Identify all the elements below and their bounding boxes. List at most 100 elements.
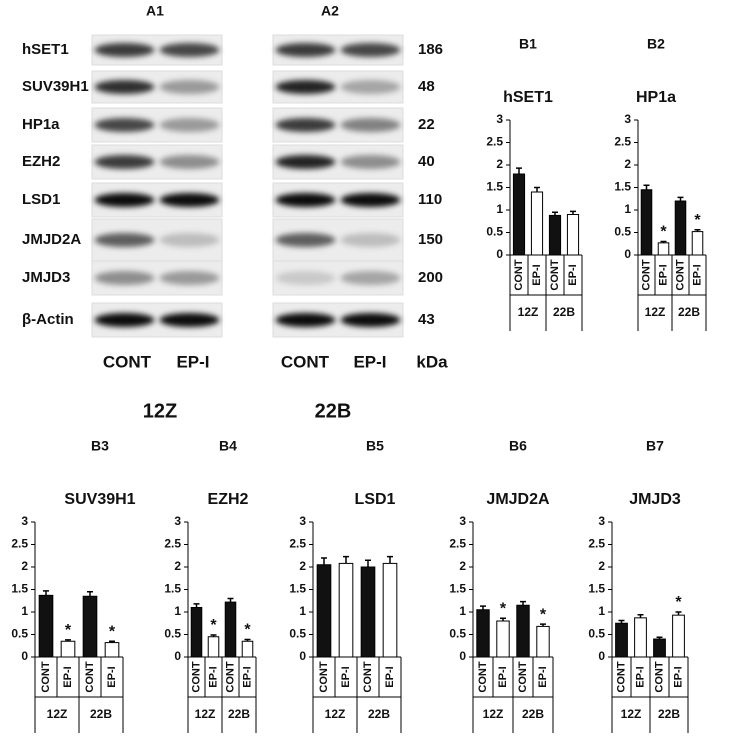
- bar: [82, 595, 98, 658]
- bar: [536, 625, 550, 658]
- y-tick-label: 2.5: [164, 537, 181, 551]
- blot-band: [275, 155, 336, 169]
- panel-label: A1: [146, 3, 164, 19]
- panel-label: B2: [647, 36, 665, 52]
- bar: [615, 622, 628, 658]
- y-tick-label: 3: [21, 514, 28, 528]
- error-bar: [387, 555, 393, 564]
- error-bar: [656, 636, 663, 639]
- panel-label: B4: [219, 438, 237, 454]
- y-tick-label: 0.5: [11, 627, 28, 641]
- group-label: 22B: [522, 707, 544, 721]
- y-tick-label: 0.5: [289, 627, 306, 641]
- bar: [530, 191, 544, 256]
- significance-mark: *: [675, 594, 682, 611]
- group-label: 12Z: [47, 707, 68, 721]
- blot-band: [275, 271, 336, 285]
- y-tick-label: 0: [21, 649, 28, 663]
- bar: [38, 594, 54, 658]
- panel-label: A2: [321, 3, 339, 19]
- category-label: EP-I: [567, 264, 579, 285]
- y-tick-label: 1.5: [449, 582, 466, 596]
- bar: [382, 562, 398, 658]
- y-tick-label: 1.5: [614, 180, 631, 194]
- error-bar: [552, 211, 558, 216]
- category-label: CONT: [224, 661, 236, 692]
- kda-label: 200: [418, 269, 443, 286]
- significance-mark: *: [540, 606, 547, 623]
- significance-mark: *: [660, 224, 667, 241]
- blot-band: [159, 271, 220, 285]
- kda-label: 43: [418, 311, 435, 328]
- y-tick-label: 0: [496, 247, 503, 261]
- lane-label: CONT: [103, 352, 152, 371]
- error-bar: [480, 605, 486, 610]
- bar: [512, 173, 526, 256]
- chart-title: JMJD2A: [486, 491, 550, 508]
- category-label: EP-I: [207, 666, 219, 687]
- y-tick-label: 1.5: [289, 582, 306, 596]
- category-label: EP-I: [106, 666, 118, 687]
- cell-line-label: 22B: [315, 400, 352, 422]
- significance-mark: *: [109, 623, 116, 640]
- category-label: EP-I: [497, 666, 509, 687]
- protein-label: hSET1: [22, 41, 69, 58]
- blot-band: [94, 118, 155, 132]
- chart-title: hSET1: [503, 89, 553, 106]
- error-bar: [365, 559, 371, 567]
- y-tick-label: 2.5: [449, 537, 466, 551]
- category-label: EP-I: [384, 666, 396, 687]
- error-bar: [109, 640, 115, 643]
- significance-mark: *: [500, 601, 507, 618]
- y-tick-label: 2.5: [588, 537, 605, 551]
- error-bar: [87, 591, 93, 597]
- group-label: 22B: [678, 305, 700, 319]
- blot-band: [94, 155, 155, 169]
- bar: [516, 604, 530, 658]
- protein-label: JMJD3: [22, 269, 70, 286]
- significance-mark: *: [65, 622, 72, 639]
- blot-band: [159, 80, 220, 94]
- group-label: 12Z: [195, 707, 216, 721]
- error-bar: [210, 634, 217, 637]
- blot-band: [94, 233, 155, 247]
- category-label: EP-I: [241, 666, 253, 687]
- category-label: EP-I: [672, 666, 684, 687]
- bar: [60, 640, 76, 658]
- y-tick-label: 3: [598, 514, 605, 528]
- bar: [548, 214, 562, 256]
- lane-label: EP-I: [353, 352, 386, 371]
- bar: [496, 620, 510, 658]
- bar: [691, 231, 704, 256]
- error-bar: [637, 613, 644, 618]
- panel-label: B7: [646, 438, 664, 454]
- panel-label: B6: [509, 438, 527, 454]
- error-bar: [227, 597, 234, 603]
- group-label: 22B: [368, 707, 390, 721]
- y-tick-label: 3: [624, 112, 631, 126]
- category-label: EP-I: [531, 264, 543, 285]
- protein-label: β-Actin: [22, 311, 74, 328]
- y-tick-label: 1.5: [11, 582, 28, 596]
- category-label: CONT: [674, 259, 686, 290]
- y-tick-label: 0: [624, 247, 631, 261]
- y-tick-label: 1: [299, 604, 306, 618]
- blot-band: [159, 233, 220, 247]
- bar: [338, 562, 354, 658]
- y-tick-label: 0: [598, 649, 605, 663]
- blot-band: [94, 43, 155, 57]
- category-label: EP-I: [340, 666, 352, 687]
- kda-label: 48: [418, 78, 435, 95]
- category-label: EP-I: [537, 666, 549, 687]
- error-bar: [321, 557, 327, 565]
- bar: [672, 614, 685, 658]
- y-tick-label: 3: [299, 514, 306, 528]
- error-bar: [43, 590, 49, 596]
- error-bar: [618, 619, 625, 624]
- category-label: EP-I: [691, 264, 703, 285]
- blot-band: [94, 80, 155, 94]
- y-tick-label: 1: [496, 202, 503, 216]
- error-bar: [675, 611, 682, 616]
- unit-label: kDa: [416, 352, 448, 371]
- y-tick-label: 3: [174, 514, 181, 528]
